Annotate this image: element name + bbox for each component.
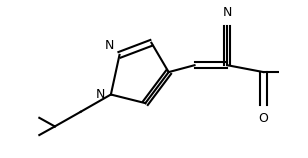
Text: N: N xyxy=(223,6,232,19)
Text: N: N xyxy=(105,39,114,52)
Text: N: N xyxy=(95,88,105,101)
Text: O: O xyxy=(259,112,269,125)
